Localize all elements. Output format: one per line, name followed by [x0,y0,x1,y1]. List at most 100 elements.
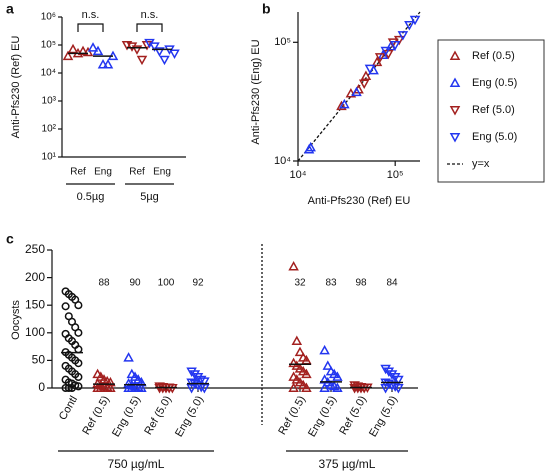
data-point [301,382,312,392]
data-point [393,384,404,394]
data-point [154,47,165,57]
data-point [136,376,147,387]
data-point [192,373,204,383]
y-tick-label: 10⁴ [274,155,291,167]
x-tick-label: Eng (0.5) [110,394,143,439]
data-point [374,53,386,63]
data-point [92,45,104,56]
significance-bracket [77,23,104,32]
y-tick-label: 0 [38,380,45,394]
legend-label: y=x [472,158,490,170]
significance-bracket [136,23,163,32]
data-point [186,384,197,394]
y-tick-label: 250 [25,242,45,256]
y-tick-label: 150 [25,297,45,311]
data-point [393,375,404,386]
data-point [364,64,376,75]
x-tick-label: Ref (5.0) [142,394,174,437]
data-point [389,40,401,51]
data-point [393,35,405,46]
inhibition-label: 84 [386,278,398,289]
data-point [386,370,398,380]
data-point [404,21,415,31]
y-tick-label: 10² [42,124,57,135]
data-point [105,382,116,392]
data-point [319,382,330,392]
x-tick-label: Ref (0.5) [80,394,112,437]
x-tick-label: Eng (5.0) [173,394,206,439]
y-tick-label: 10¹ [42,152,57,163]
data-point [345,88,357,98]
legend-marker [449,77,461,87]
data-point [351,86,362,97]
legend-marker [449,50,461,60]
data-point [291,335,303,346]
panel-label: a [6,1,14,17]
data-point [74,328,83,337]
x-tick-label: 10⁵ [387,169,404,181]
data-point [67,43,79,54]
y-tick-label: 10⁴ [41,68,56,79]
data-point [77,45,89,56]
data-point [319,344,330,355]
data-point [82,46,94,57]
data-point [383,367,395,377]
data-point [159,55,170,66]
legend-box [437,39,545,183]
data-point [288,261,299,271]
data-point [360,70,372,80]
data-point [332,382,343,392]
legend-label: Ref (0.5) [472,50,515,62]
y-tick-label: 100 [25,325,45,339]
data-point [383,379,395,390]
data-point [332,371,343,381]
data-point [61,302,70,311]
data-point [105,376,116,387]
group-label: 750 µg/mL [108,457,165,471]
x-tick-label: Ref [70,167,86,178]
data-point [149,42,160,52]
data-point [305,141,316,152]
group-label: 0.5µg [77,191,105,203]
data-point [380,384,391,394]
x-tick-label: 10⁴ [290,169,307,181]
data-point [349,381,360,391]
data-point [336,100,347,111]
group-label: 375 µg/mL [319,457,376,471]
data-point [397,31,409,41]
data-point [169,49,180,59]
data-point [62,50,74,61]
data-point [97,59,109,69]
x-tick-label: Ref [129,167,145,178]
data-point [192,381,204,391]
legend-label: Ref (5.0) [472,104,515,116]
y-axis-label: Anti-Pfs230 (Ref) EU [10,36,22,139]
data-point [74,301,83,310]
x-tick-label: Ref (5.0) [337,394,369,437]
data-point [358,79,370,90]
y-axis-label: Oocysts [10,300,22,340]
data-point [189,370,201,380]
data-point [136,55,148,66]
data-point [131,45,143,55]
data-point [95,382,107,392]
data-point [380,364,391,375]
y-tick-label: 50 [32,353,46,367]
data-point [409,15,421,26]
data-point [371,56,383,67]
data-point [163,384,175,394]
x-tick-label: Eng [94,167,112,178]
y-tick-label: 10⁵ [274,36,291,48]
x-tick-label: Eng (0.5) [306,394,339,439]
data-point [126,382,138,392]
y-tick-label: 10⁶ [41,12,56,23]
data-point [136,382,147,392]
data-point [199,384,210,394]
inhibition-label: 98 [355,278,367,289]
data-point [74,359,83,368]
x-tick-label: Ref (0.5) [276,394,308,437]
data-point [102,59,114,69]
data-point [64,383,73,393]
legend-label: Eng (5.0) [472,131,517,143]
inhibition-label: 32 [294,278,306,289]
